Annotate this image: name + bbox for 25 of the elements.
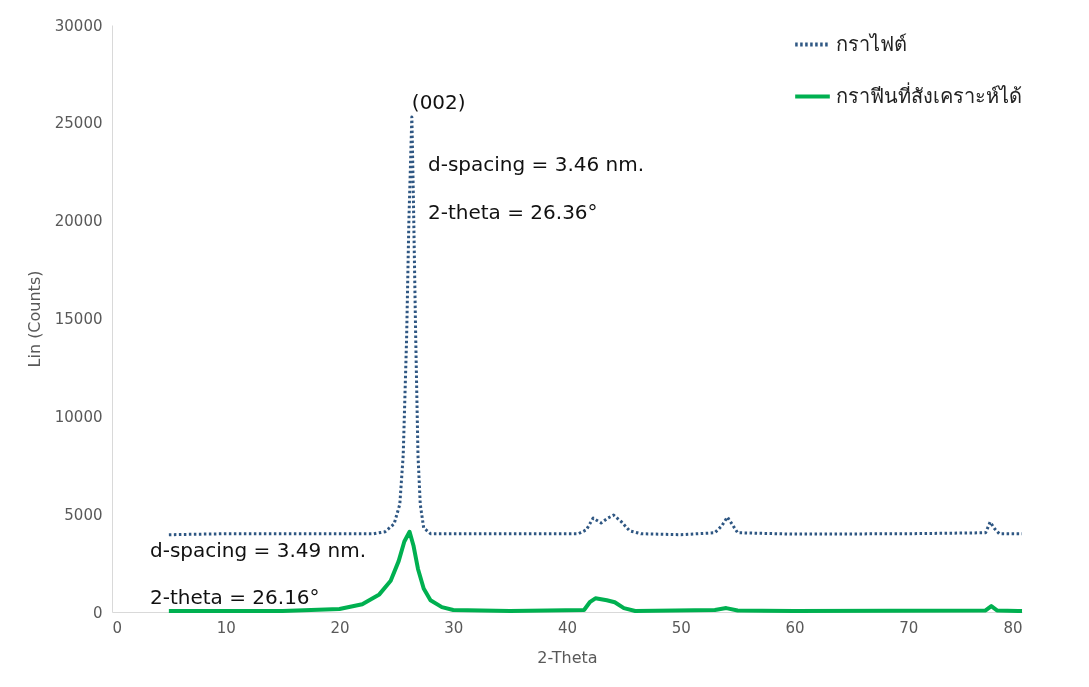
y-tick-label: 10000: [54, 407, 103, 426]
x-tick-label: 10: [216, 618, 236, 637]
x-tick-label: 30: [444, 618, 464, 637]
annotation: (002): [411, 89, 466, 114]
y-tick-label: 5000: [64, 505, 103, 524]
annotation: d-spacing = 3.49 nm.: [150, 538, 367, 562]
y-axis-title: Lin (Counts): [24, 270, 44, 368]
x-tick-label: 50: [671, 618, 691, 637]
x-axis-title: 2-Theta: [537, 647, 598, 667]
annotation: 2-theta = 26.16°: [150, 585, 320, 609]
legend-label: กราไฟต์: [836, 31, 907, 56]
y-tick-label: 15000: [54, 310, 103, 328]
annotation: d-spacing = 3.46 nm.: [428, 152, 645, 176]
legend-label: กราฟีนที่สังเคราะห์ได้: [836, 81, 1022, 108]
y-tick-label: 0: [92, 603, 103, 622]
y-tick-label: 20000: [54, 212, 103, 231]
x-tick-label: 60: [785, 618, 805, 637]
x-tick-label: 0: [112, 618, 123, 637]
y-tick-label: 30000: [54, 16, 103, 35]
x-tick-label: 20: [330, 618, 350, 637]
annotation: 2-theta = 26.36°: [428, 200, 598, 224]
x-tick-label: 80: [1003, 618, 1023, 637]
x-tick-label: 40: [557, 618, 578, 637]
x-tick-label: 70: [899, 618, 919, 637]
y-tick-label: 25000: [54, 114, 103, 133]
